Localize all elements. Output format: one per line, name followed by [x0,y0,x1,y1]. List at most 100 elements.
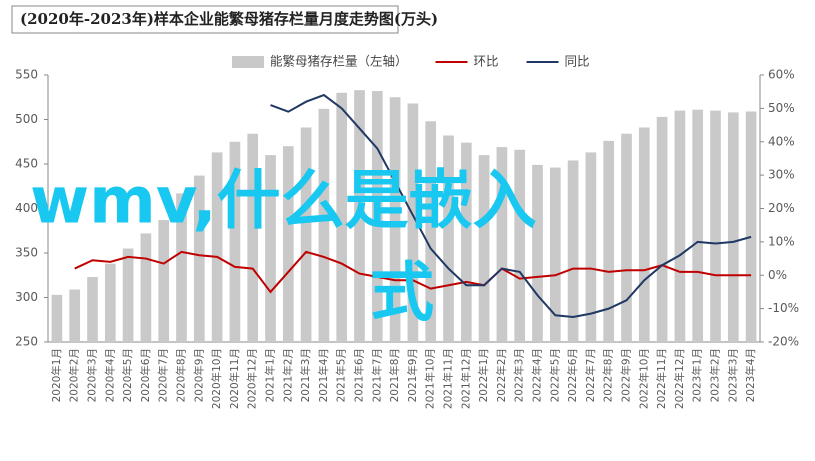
y2-tick-label: 20% [768,201,795,215]
bar [514,149,526,342]
bar [354,90,365,342]
x-tick-label: 2021年5月 [335,348,348,402]
legend-label: 环比 [474,54,499,69]
y-tick-label: 500 [15,112,38,126]
bar [496,147,508,342]
y2-tick-label: 60% [768,68,795,82]
bar [656,116,668,342]
bar [460,142,472,342]
y-tick-label: 350 [15,246,38,260]
line [270,93,752,318]
bar [51,294,63,342]
bar [549,167,561,342]
overlay-text: 式 [370,257,434,331]
x-tick-label: 2021年2月 [281,348,294,402]
y-tick-label: 550 [15,68,38,82]
x-tick-label: 2022年11月 [655,348,668,409]
x-tick-label: 2020年2月 [68,348,81,402]
x-tick-label: 2022年4月 [531,348,544,402]
x-tick-label: 2020年9月 [192,348,205,402]
bar [265,155,276,342]
bar [603,140,615,342]
bar [478,155,490,342]
bar [371,91,383,343]
x-tick-label: 2021年8月 [388,348,401,402]
chart-title: (2020年-2023年)样本企业能繁母猪存栏量月度走势图(万头) [20,10,438,28]
x-tick-label: 2023年2月 [709,348,722,402]
bar [69,289,81,342]
x-tick-label: 2022年12月 [673,348,686,409]
x-tick-label: 2023年1月 [691,348,704,402]
bar [674,110,686,342]
y-tick-label: 250 [15,335,38,349]
bar [211,152,223,342]
x-tick-label: 2022年2月 [495,348,508,402]
x-tick-label: 2020年8月 [175,348,188,402]
x-tick-label: 2021年11月 [442,348,455,409]
x-tick-label: 2021年6月 [353,348,366,402]
bar [389,97,401,342]
y2-tick-label: 50% [768,101,795,115]
legend-label: 能繁母猪存栏量（左轴） [270,54,408,69]
y-tick-label: 450 [15,157,38,171]
x-tick-label: 2020年12月 [246,348,259,409]
bar [229,141,241,342]
bar [532,164,543,342]
x-tick-label: 2023年3月 [726,348,739,402]
bar [282,146,294,342]
x-tick-label: 2022年9月 [620,348,633,402]
x-tick-label: 2023年4月 [744,348,757,402]
x-tick-label: 2020年10月 [210,348,223,409]
x-tick-label: 2020年11月 [228,348,241,409]
x-tick-label: 2020年6月 [139,348,152,402]
x-tick-label: 2021年7月 [370,348,383,402]
bar [727,112,739,342]
x-tick-label: 2020年1月 [50,348,63,402]
x-tick-label: 2022年6月 [566,348,579,402]
legend-swatch [232,56,264,68]
x-tick-label: 2020年7月 [157,348,170,402]
bar [336,92,348,342]
y2-tick-label: -10% [768,301,799,315]
bar [407,103,419,342]
bar [585,152,597,342]
y2-tick-label: 40% [768,134,795,148]
x-tick-label: 2022年1月 [477,348,490,402]
x-tick-label: 2022年5月 [548,348,561,402]
bar [193,175,205,342]
y-tick-label: 300 [15,290,38,304]
bar [122,248,134,342]
y2-tick-label: 30% [768,168,795,182]
y2-tick-label: 10% [768,234,795,248]
bar [425,121,437,342]
x-tick-label: 2022年8月 [602,348,615,402]
x-tick-label: 2021年9月 [406,348,419,402]
x-tick-label: 2021年4月 [317,348,330,402]
bar [176,193,187,342]
x-tick-label: 2021年12月 [459,348,472,409]
bar [140,233,152,342]
bar [638,127,650,342]
x-tick-label: 2021年1月 [264,348,277,402]
bar [247,133,259,342]
x-tick-label: 2020年5月 [121,348,134,402]
x-tick-label: 2021年3月 [299,348,312,402]
overlay-text: wmv,什么是嵌入 [30,165,537,239]
title-box [11,5,399,34]
bar [692,109,704,343]
bar [158,220,170,342]
bar [300,127,312,342]
y2-tick-label: 0% [768,268,787,282]
bar [443,135,454,342]
x-tick-label: 2022年10月 [637,348,650,409]
bar [710,110,721,342]
x-tick-label: 2020年4月 [103,348,116,402]
bar [318,108,330,342]
y2-tick-label: -20% [768,335,799,349]
x-tick-label: 2022年3月 [513,348,526,402]
x-tick-label: 2022年7月 [584,348,597,402]
y-tick-label: 400 [15,201,38,215]
bar [87,277,98,342]
x-tick-label: 2020年3月 [86,348,99,402]
